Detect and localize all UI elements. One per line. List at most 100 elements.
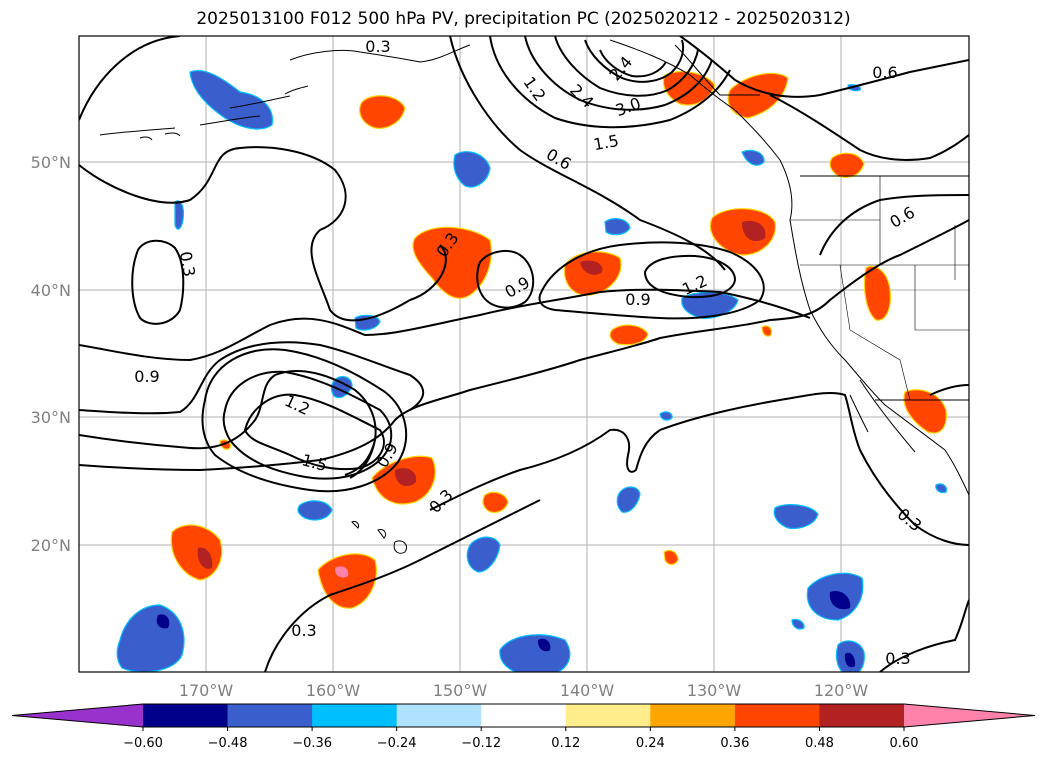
lon-label: 140°W [560, 681, 615, 700]
colorbar-tick-label: −0.48 [208, 736, 248, 751]
pv-contour-line [879, 599, 969, 672]
baja-coastline [849, 379, 916, 453]
precip-blob [174, 200, 185, 230]
pv-contour-line [201, 348, 408, 493]
colorbar-tick-label: −0.36 [292, 736, 332, 751]
longitude-labels: 170°W 160°W 150°W 140°W 130°W 120°W [179, 681, 869, 700]
pv-contour-line [584, 39, 685, 83]
pv-contour-line [449, 36, 726, 271]
colorbar-segment [481, 704, 567, 727]
precip-blob [537, 638, 551, 652]
pv-contour-line [538, 241, 765, 320]
map-plot-area [79, 36, 969, 672]
precip-blob [935, 483, 947, 494]
contour-label: 0.9 [134, 367, 159, 386]
precip-blob [156, 614, 170, 629]
precip-blob [773, 504, 819, 530]
hawaii-islands [351, 521, 408, 554]
pv-contour-line [131, 239, 185, 325]
colorbar-segment [565, 704, 651, 727]
pv-contour-line [79, 369, 377, 479]
state-borders [790, 176, 969, 401]
map-frame [78, 35, 970, 673]
precip-blob [580, 260, 603, 275]
precip-blob [189, 70, 273, 130]
lat-label: 40°N [31, 281, 71, 300]
contour-label: 0.3 [885, 649, 910, 668]
pv-contour-line [819, 194, 969, 256]
lat-label: 20°N [31, 536, 71, 555]
colorbar-tick-label: −0.24 [377, 736, 417, 751]
precip-blob [466, 536, 501, 573]
precip-blob [297, 500, 333, 521]
colorbar-tick-labels: −0.60 −0.48 −0.36 −0.24 −0.12 0.12 0.24 0.36 0.4… [123, 727, 918, 751]
pv-contour-line [243, 393, 385, 471]
contour-label: 0.3 [291, 621, 316, 640]
colorbar-tick-label: −0.12 [461, 736, 501, 751]
precip-blob [609, 324, 649, 346]
pv-contour-line [264, 499, 541, 672]
pv-contour-line [79, 146, 811, 362]
colorbar-segment [312, 704, 398, 727]
precip-blob [482, 491, 509, 513]
pv-contour-line [769, 94, 969, 161]
precip-blob [659, 411, 673, 421]
precip-blob [742, 220, 766, 242]
pv-contour-line [79, 341, 425, 415]
colorbar-tick-label: 0.60 [890, 736, 919, 751]
colorbar-tick-label: −0.60 [123, 736, 163, 751]
precip-blob [829, 590, 851, 610]
lat-label: 50°N [31, 153, 71, 172]
pv-contour-line [476, 249, 535, 309]
national-borders [674, 44, 969, 401]
precip-blob [903, 389, 947, 434]
colorbar-tick-label: 0.12 [551, 736, 580, 751]
aleutian-islands [139, 85, 309, 141]
contour-label: 0.3 [176, 250, 199, 278]
pv-contour-line [222, 370, 393, 480]
precip-blob [663, 549, 679, 566]
pv-contours [79, 36, 969, 672]
precip-blob [412, 226, 492, 299]
pv-contour-line [524, 36, 713, 111]
pv-contour-line [489, 36, 731, 129]
precip-blob [863, 265, 891, 321]
map-title: 2025013100 F012 500 hPa PV, precipitatio… [196, 9, 851, 29]
precip-blob [453, 151, 491, 188]
pv-contour-line [643, 254, 737, 299]
pv-contour-line [554, 36, 699, 97]
contour-label: 0.9 [625, 290, 650, 309]
colorbar-segment [143, 704, 229, 727]
pv-contour-line [79, 36, 181, 121]
contour-label: 1.5 [592, 131, 620, 154]
precip-blob [499, 634, 571, 672]
colorbar-tick-label: 0.48 [805, 736, 834, 751]
coastlines [99, 39, 969, 554]
precip-blob [616, 486, 641, 513]
lon-label: 170°W [179, 681, 234, 700]
graticule [79, 36, 969, 672]
colorbar [11, 703, 1036, 728]
pv-contour-line [79, 219, 969, 472]
latitude-labels: 50°N 40°N 30°N 20°N [31, 153, 71, 555]
lat-label: 30°N [31, 408, 71, 427]
precip-blob [604, 218, 631, 236]
colorbar-tick-label: 0.36 [720, 736, 749, 751]
colorbar-extend-high [904, 704, 1035, 727]
pv-contour-line [929, 384, 969, 396]
precip-blob [709, 208, 776, 256]
pv-contour-line [599, 49, 667, 78]
colorbar-segment [819, 704, 905, 727]
lon-label: 130°W [687, 681, 742, 700]
precip-blob [791, 618, 805, 630]
precip-blob [844, 652, 856, 668]
colorbar-segment [650, 704, 736, 727]
pv-contour-line [429, 391, 969, 546]
precip-blob [359, 95, 406, 129]
contour-label: 0.6 [872, 63, 897, 82]
contour-label: 0.3 [365, 37, 390, 56]
lon-label: 120°W [814, 681, 869, 700]
colorbar-extend-low [12, 704, 143, 727]
colorbar-tick-label: 0.24 [636, 736, 665, 751]
